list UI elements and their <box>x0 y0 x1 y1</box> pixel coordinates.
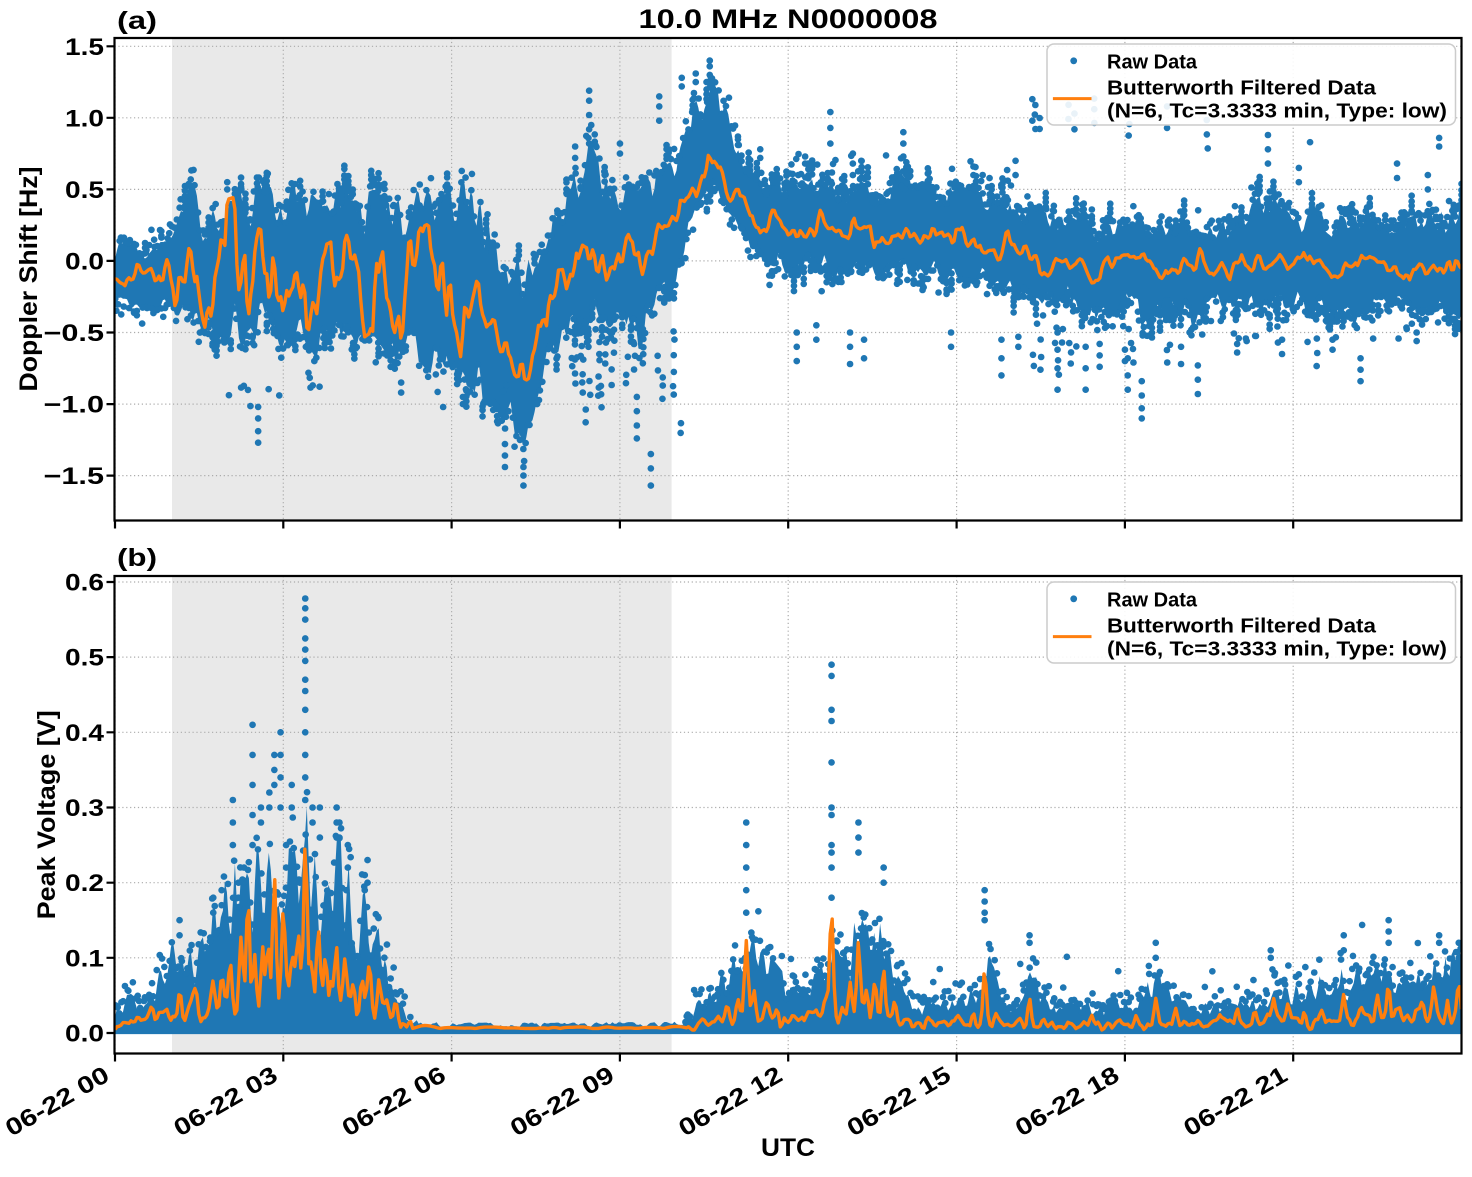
svg-text:(N=6, Tc=3.3333 min, Type: low: (N=6, Tc=3.3333 min, Type: low) <box>1107 101 1447 123</box>
svg-text:−0.5: −0.5 <box>44 320 105 347</box>
svg-text:0.6: 0.6 <box>65 570 104 597</box>
svg-text:0.0: 0.0 <box>65 1021 104 1048</box>
svg-text:Raw Data: Raw Data <box>1107 590 1198 612</box>
svg-text:Butterworth Filtered Data: Butterworth Filtered Data <box>1107 616 1377 638</box>
svg-text:Peak Voltage [V]: Peak Voltage [V] <box>33 710 61 919</box>
svg-text:0.2: 0.2 <box>65 870 104 897</box>
svg-text:−1.0: −1.0 <box>44 392 105 419</box>
svg-text:1.5: 1.5 <box>65 34 104 61</box>
svg-text:Raw Data: Raw Data <box>1107 52 1198 74</box>
svg-text:−1.5: −1.5 <box>44 463 105 490</box>
svg-text:10.0 MHz N0000008: 10.0 MHz N0000008 <box>639 4 938 34</box>
svg-text:0.4: 0.4 <box>65 720 105 747</box>
svg-text:1.0: 1.0 <box>65 105 104 132</box>
svg-text:0.3: 0.3 <box>65 795 104 822</box>
svg-text:UTC: UTC <box>761 1134 815 1162</box>
svg-text:0.5: 0.5 <box>65 177 104 204</box>
svg-text:(N=6, Tc=3.3333 min, Type: low: (N=6, Tc=3.3333 min, Type: low) <box>1107 639 1447 661</box>
svg-text:0.5: 0.5 <box>65 645 104 672</box>
svg-text:0.0: 0.0 <box>65 248 104 275</box>
svg-text:Butterworth Filtered Data: Butterworth Filtered Data <box>1107 78 1377 100</box>
svg-text:0.1: 0.1 <box>65 945 104 972</box>
svg-text:Doppler Shift [Hz]: Doppler Shift [Hz] <box>15 167 43 392</box>
svg-text:(a): (a) <box>117 7 157 35</box>
svg-text:(b): (b) <box>117 544 157 572</box>
